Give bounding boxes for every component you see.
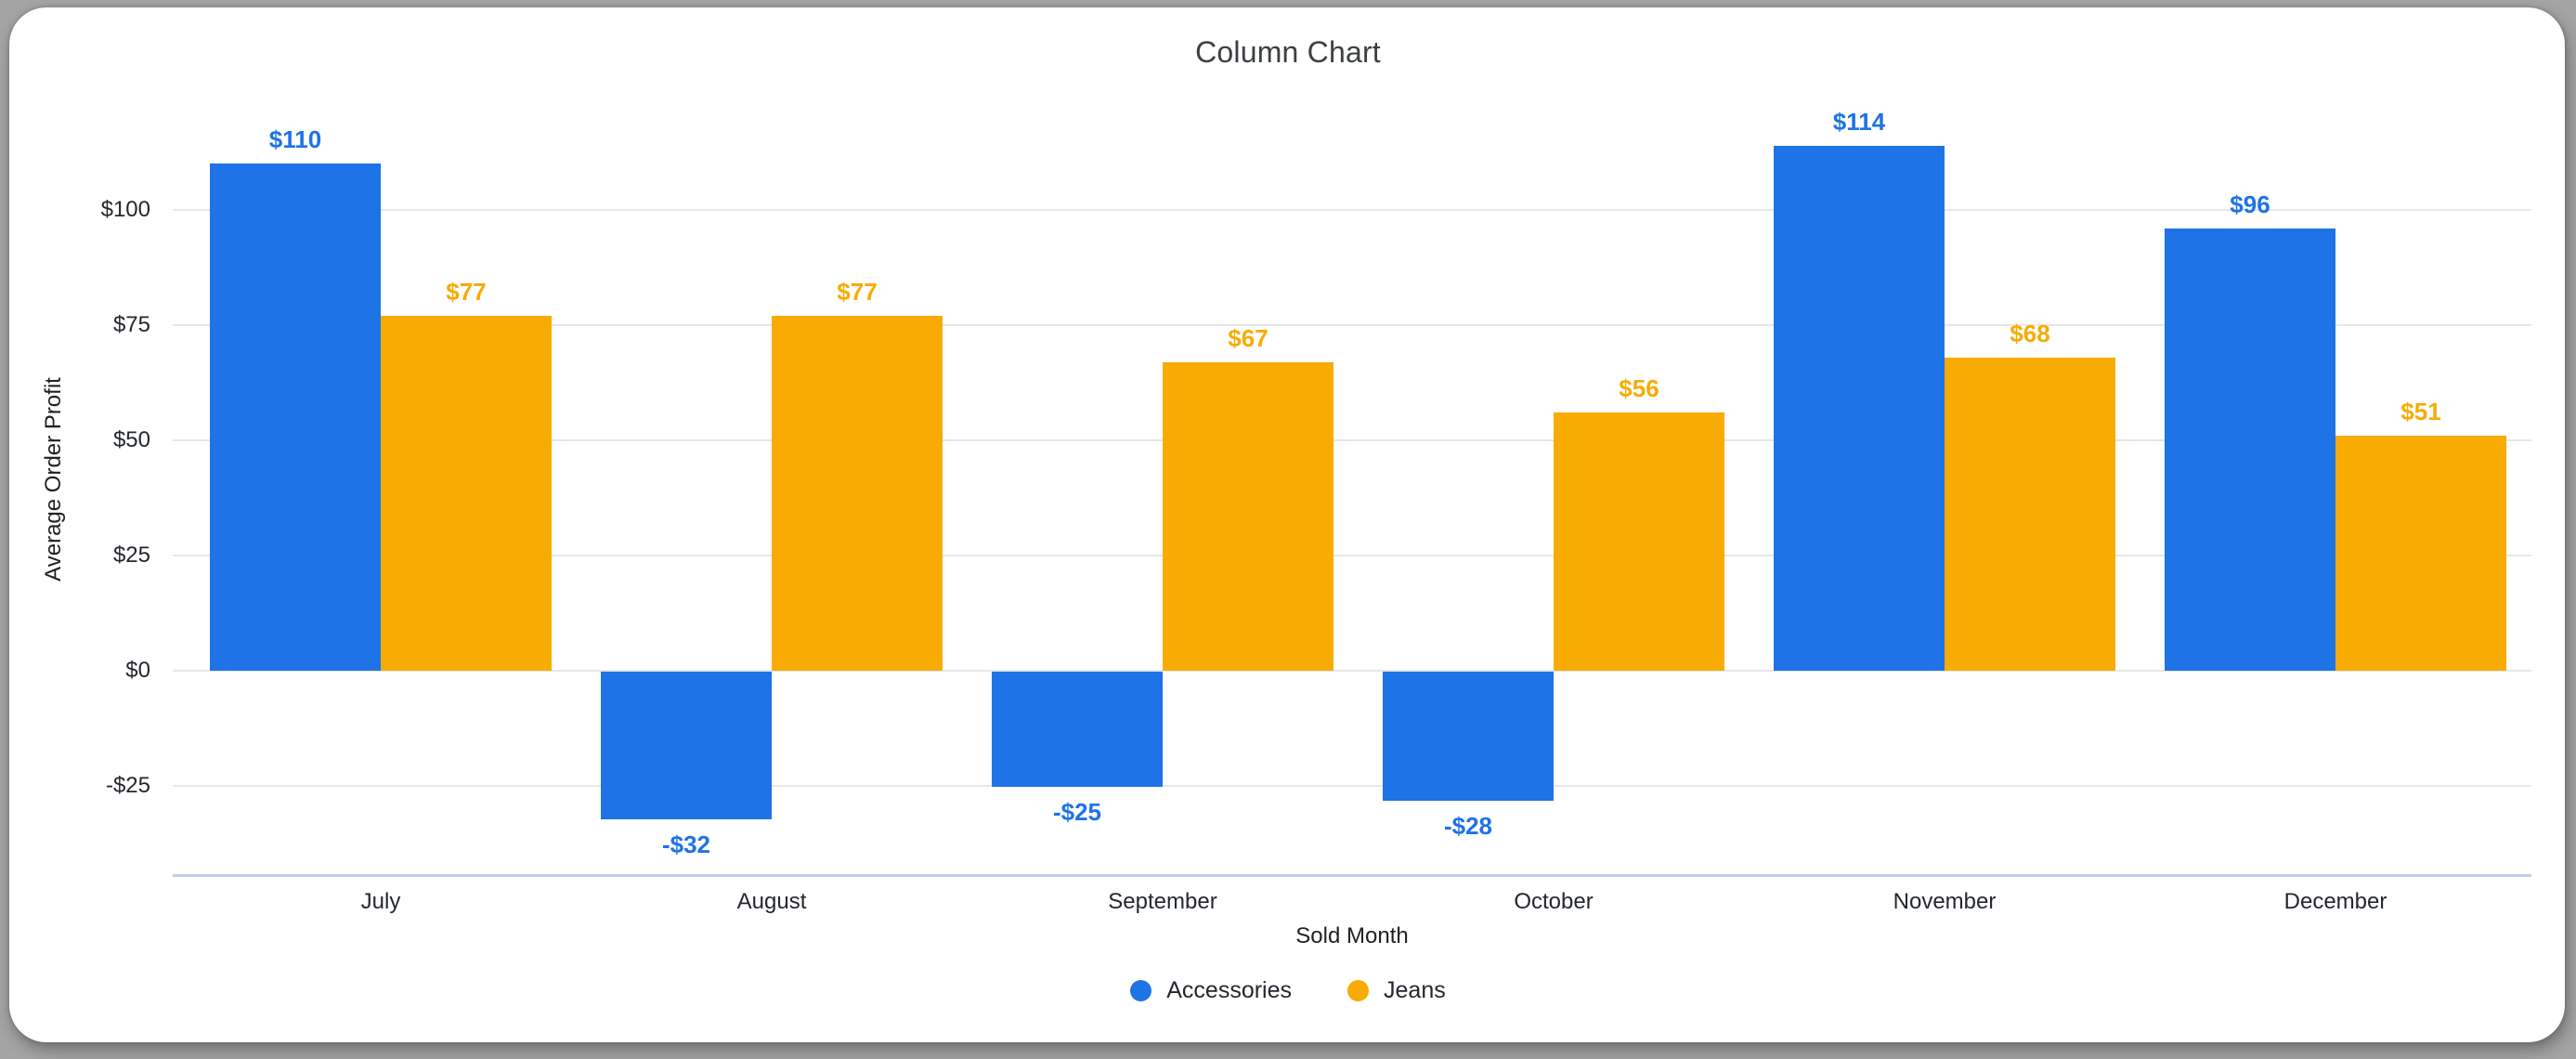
y-tick-label-100: $100	[100, 197, 150, 222]
bar-jeans-july[interactable]	[381, 316, 552, 671]
x-tick-label-september: September	[1108, 889, 1217, 914]
bar-value-accessories-december: $96	[2230, 190, 2270, 218]
legend-label-accessories: Accessories	[1166, 977, 1293, 1003]
bar-value-accessories-september: -$25	[1052, 798, 1102, 826]
bar-accessories-july[interactable]	[210, 163, 381, 671]
gridline--25	[173, 785, 2531, 787]
legend-item-jeans[interactable]: Jeans	[1347, 977, 1446, 1004]
x-axis-title: Sold Month	[1295, 923, 1409, 948]
gridline-100	[173, 209, 2531, 211]
x-tick-label-november: November	[1893, 889, 1997, 914]
legend: Accessories Jeans	[0, 977, 2576, 1004]
bar-jeans-october[interactable]	[1554, 412, 1724, 671]
legend-swatch-jeans-icon	[1347, 980, 1370, 1001]
x-tick-label-december: December	[2283, 889, 2387, 914]
bar-value-jeans-september: $67	[1228, 323, 1268, 352]
bar-value-jeans-november: $68	[2010, 319, 2050, 347]
bar-value-jeans-july: $77	[446, 278, 487, 307]
y-tick-label--25: -$25	[105, 773, 150, 798]
bar-jeans-december[interactable]	[2335, 436, 2506, 671]
bar-accessories-september[interactable]	[992, 672, 1163, 787]
y-tick-label-75: $75	[112, 312, 150, 337]
x-tick-label-july: July	[360, 889, 401, 914]
y-tick-label-0: $0	[125, 658, 150, 683]
legend-label-jeans: Jeans	[1384, 977, 1446, 1003]
bar-value-jeans-october: $56	[1619, 374, 1659, 403]
bar-value-accessories-october: -$28	[1443, 811, 1493, 840]
bar-value-jeans-august: $77	[837, 278, 878, 307]
y-tick-label-25: $25	[112, 543, 150, 568]
x-tick-label-august: August	[736, 889, 807, 914]
y-tick-label-50: $50	[112, 427, 150, 452]
legend-swatch-accessories-icon	[1130, 980, 1152, 1001]
bar-jeans-september[interactable]	[1163, 361, 1334, 671]
bar-accessories-november[interactable]	[1774, 145, 1945, 671]
bar-accessories-october[interactable]	[1383, 672, 1554, 801]
bar-accessories-december[interactable]	[2165, 228, 2335, 671]
bar-value-accessories-august: -$32	[661, 830, 711, 858]
bar-jeans-november[interactable]	[1945, 357, 2115, 671]
x-axis-line	[173, 874, 2531, 877]
bar-value-accessories-november: $114	[1832, 107, 1886, 136]
chart-title: Column Chart	[1195, 35, 1381, 69]
bar-value-accessories-july: $110	[268, 125, 322, 154]
bar-jeans-august[interactable]	[772, 316, 943, 671]
bar-accessories-august[interactable]	[601, 672, 772, 819]
gridline-50	[173, 439, 2531, 441]
x-tick-label-october: October	[1514, 889, 1594, 914]
bar-value-jeans-december: $51	[2400, 398, 2441, 426]
gridline-25	[173, 555, 2531, 556]
legend-item-accessories[interactable]: Accessories	[1130, 977, 1292, 1004]
gridline-0	[173, 670, 2531, 672]
gridline-75	[173, 324, 2531, 326]
